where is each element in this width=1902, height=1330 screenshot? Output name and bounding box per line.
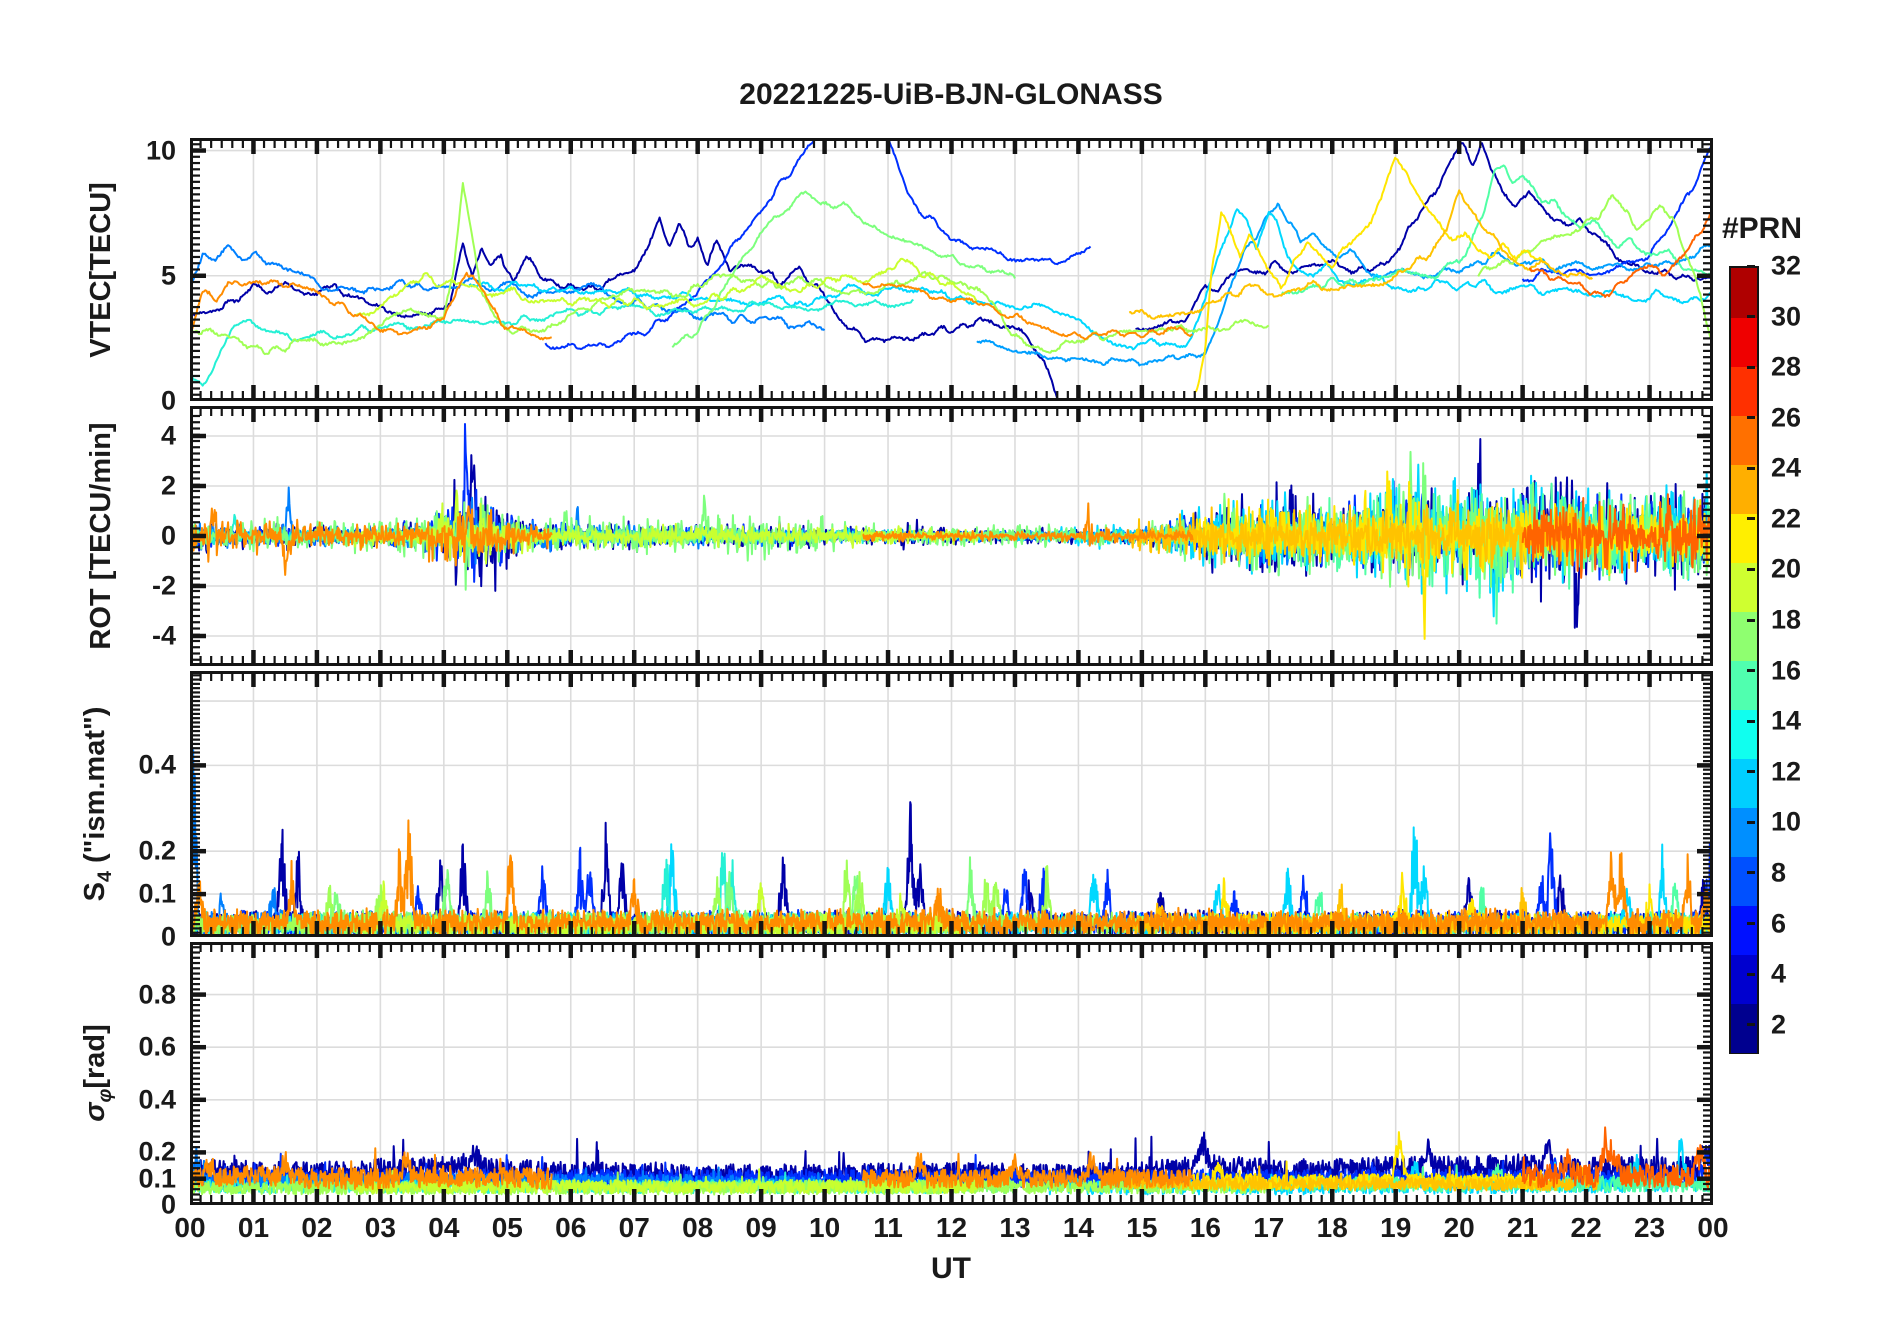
- s4-ytick-0.2: 0.2: [138, 835, 176, 866]
- colorbar-tick: [1747, 669, 1755, 673]
- colorbar-label-8: 8: [1771, 857, 1787, 888]
- colorbar-tick: [1747, 871, 1755, 875]
- colorbar: [1729, 266, 1759, 1054]
- chart-title: 20221225-UiB-BJN-GLONASS: [739, 78, 1163, 111]
- colorbar-block: [1731, 464, 1757, 514]
- colorbar-label-10: 10: [1771, 806, 1802, 837]
- colorbar-tick: [1747, 1023, 1755, 1027]
- colorbar-label-4: 4: [1771, 958, 1787, 989]
- colorbar-tick: [1747, 567, 1755, 571]
- colorbar-label-20: 20: [1771, 553, 1802, 584]
- s4-ytick-0.1: 0.1: [138, 878, 176, 909]
- colorbar-tick: [1747, 922, 1755, 926]
- x-tick-18: 18: [1316, 1212, 1348, 1243]
- x-tick-10: 10: [809, 1212, 841, 1243]
- sigma-phi-ytick-0.2: 0.2: [138, 1136, 176, 1167]
- s4-ytick-0: 0: [160, 921, 176, 952]
- colorbar-title: #PRN: [1721, 212, 1803, 245]
- s4-ytick-0.4: 0.4: [138, 749, 176, 780]
- x-tick-21: 21: [1507, 1212, 1539, 1243]
- colorbar-label-22: 22: [1771, 503, 1802, 534]
- colorbar-label-2: 2: [1771, 1009, 1787, 1040]
- vtec-plot-canvas: [190, 138, 1713, 401]
- colorbar-tick: [1747, 770, 1755, 774]
- x-tick-7: 07: [618, 1212, 650, 1243]
- colorbar-block: [1731, 513, 1757, 563]
- sigma-phi-plot-canvas: [190, 942, 1713, 1205]
- x-tick-12: 12: [935, 1212, 968, 1243]
- colorbar-label-24: 24: [1771, 452, 1802, 483]
- colorbar-tick: [1747, 264, 1755, 268]
- x-tick-3: 03: [364, 1212, 396, 1243]
- x-tick-17: 17: [1253, 1212, 1285, 1243]
- colorbar-block: [1731, 954, 1757, 1004]
- vtec-ytick-10: 10: [145, 135, 176, 166]
- x-axis-label: UT: [931, 1252, 971, 1285]
- colorbar-tick: [1747, 466, 1755, 470]
- colorbar-tick: [1747, 618, 1755, 622]
- colorbar-tick: [1747, 972, 1755, 976]
- colorbar-tick: [1747, 365, 1755, 369]
- colorbar-label-30: 30: [1771, 301, 1802, 332]
- colorbar-label-12: 12: [1771, 756, 1802, 787]
- colorbar-block: [1731, 415, 1757, 465]
- colorbar-block: [1731, 660, 1757, 710]
- vtec-ytick-5: 5: [160, 260, 176, 291]
- colorbar-block: [1731, 366, 1757, 416]
- vtec-ytick-0: 0: [160, 385, 176, 416]
- x-tick-0: 00: [174, 1212, 206, 1243]
- x-tick-11: 11: [873, 1212, 903, 1243]
- s4-axis-label: S4 ("ism.mat"): [79, 706, 116, 902]
- colorbar-block: [1731, 317, 1757, 367]
- colorbar-tick: [1747, 416, 1755, 420]
- colorbar-block: [1731, 709, 1757, 759]
- x-tick-19: 19: [1380, 1212, 1412, 1243]
- x-tick-13: 13: [999, 1212, 1031, 1243]
- x-tick-9: 09: [745, 1212, 777, 1243]
- colorbar-label-6: 6: [1771, 908, 1787, 939]
- x-tick-6: 06: [555, 1212, 587, 1243]
- x-tick-15: 15: [1126, 1212, 1158, 1243]
- x-tick-1: 01: [237, 1212, 270, 1243]
- x-tick-22: 22: [1570, 1212, 1602, 1243]
- x-tick-5: 05: [491, 1212, 523, 1243]
- colorbar-tick: [1747, 719, 1755, 723]
- x-tick-2: 02: [301, 1212, 333, 1243]
- colorbar-label-14: 14: [1771, 705, 1802, 736]
- colorbar-block: [1731, 758, 1757, 808]
- x-tick-8: 08: [682, 1212, 714, 1243]
- x-tick-23: 23: [1633, 1212, 1666, 1243]
- rot-ytick--4: -4: [151, 620, 176, 651]
- colorbar-block: [1731, 905, 1757, 955]
- colorbar-tick: [1747, 820, 1755, 824]
- colorbar-label-16: 16: [1771, 655, 1802, 686]
- rot-ytick-4: 4: [160, 420, 176, 451]
- colorbar-block: [1731, 1003, 1757, 1053]
- x-tick-14: 14: [1062, 1212, 1094, 1243]
- colorbar-block: [1731, 856, 1757, 906]
- colorbar-block: [1731, 268, 1757, 318]
- x-tick-16: 16: [1189, 1212, 1221, 1243]
- colorbar-tick: [1747, 315, 1755, 319]
- colorbar-label-32: 32: [1771, 250, 1802, 281]
- x-tick-20: 20: [1443, 1212, 1475, 1243]
- colorbar-label-28: 28: [1771, 351, 1802, 382]
- colorbar-block: [1731, 807, 1757, 857]
- x-tick-4: 04: [428, 1212, 460, 1243]
- rot-ytick-2: 2: [160, 470, 176, 501]
- rot-ytick--2: -2: [151, 570, 176, 601]
- rot-plot-canvas: [190, 406, 1713, 666]
- colorbar-tick: [1747, 517, 1755, 521]
- sigma-phi-ytick-0.1: 0.1: [138, 1163, 176, 1194]
- sigma-phi-ytick-0.4: 0.4: [138, 1084, 176, 1115]
- sigma-phi-ytick-0.8: 0.8: [138, 979, 176, 1010]
- s4-plot-canvas: [190, 671, 1713, 937]
- sigma-phi-ytick-0: 0: [160, 1189, 176, 1220]
- sigma-phi-ytick-0.6: 0.6: [138, 1031, 176, 1062]
- colorbar-label-18: 18: [1771, 604, 1802, 635]
- colorbar-label-26: 26: [1771, 402, 1802, 433]
- x-tick-24: 00: [1697, 1212, 1729, 1243]
- rot-ytick-0: 0: [160, 520, 176, 551]
